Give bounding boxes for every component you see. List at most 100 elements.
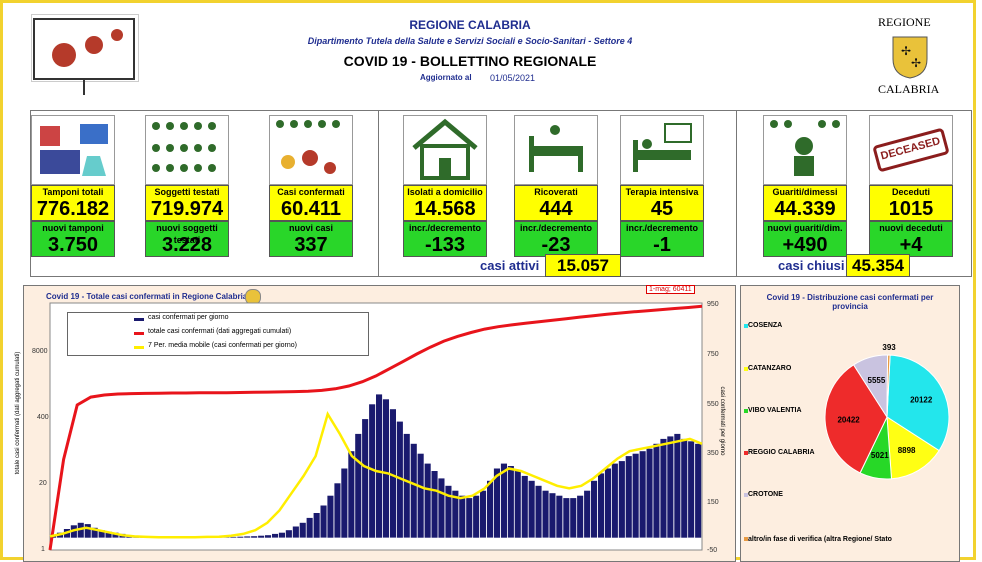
daily-bar xyxy=(493,468,500,538)
legend-swatch-daily xyxy=(134,318,144,321)
region-title: REGIONE CALABRIA xyxy=(409,18,531,32)
region-crest-icon: ✢ ✢ xyxy=(891,33,929,79)
header-illustration xyxy=(31,14,139,95)
daily-bar xyxy=(452,490,459,538)
pie-slice xyxy=(824,364,888,474)
daily-bar xyxy=(445,485,452,538)
guariti-value: 44.339 xyxy=(763,198,847,221)
daily-bar xyxy=(341,468,348,538)
daily-bar xyxy=(542,490,549,538)
daily-bar xyxy=(584,490,591,538)
prov-swatch-catanzaro xyxy=(744,367,748,371)
daily-bar xyxy=(362,419,369,538)
ricoverati-delta-label: incr./decremento xyxy=(514,221,598,234)
prov-label-reggio: REGGIO CALABRIA xyxy=(748,449,815,456)
casi-chiusi-label: casi chiusi xyxy=(778,258,845,273)
daily-bar xyxy=(265,535,272,538)
casi-chiusi-value: 45.354 xyxy=(846,254,910,277)
daily-bar xyxy=(389,409,396,538)
legend-swatch-cumulative xyxy=(134,332,144,335)
card-deceduti: DECEASED Deceduti 1015 nuovi deceduti +4 xyxy=(869,115,953,257)
updated-date: 01/05/2021 xyxy=(490,73,536,83)
daily-bar xyxy=(598,473,605,538)
prov-swatch-altro xyxy=(744,537,748,541)
infected-person-icon xyxy=(269,115,353,185)
daily-bar xyxy=(382,399,389,538)
daily-bar xyxy=(251,536,258,538)
daily-bar xyxy=(410,443,417,538)
card-terapia: Terapia intensiva 45 incr./decremento -1 xyxy=(620,115,704,257)
isolati-label: Isolati a domicilio xyxy=(403,185,487,198)
daily-bar xyxy=(695,443,702,538)
casi-attivi-label: casi attivi xyxy=(480,258,540,273)
prov-swatch-vibo xyxy=(744,409,748,413)
daily-bar xyxy=(84,524,91,538)
legend-swatch-avg xyxy=(134,346,144,349)
daily-bar xyxy=(556,495,563,538)
daily-bar xyxy=(528,480,535,538)
daily-bar xyxy=(244,536,251,538)
nuovi-guariti-value: +490 xyxy=(763,234,847,257)
terapia-delta-value: -1 xyxy=(620,234,704,257)
right-tick-4: 350 xyxy=(707,450,719,457)
daily-bar xyxy=(112,532,119,538)
cumulative-line xyxy=(48,304,703,551)
daily-bar xyxy=(632,453,639,538)
right-tick-2: 750 xyxy=(707,351,719,358)
pie-value-label: 393 xyxy=(882,343,896,352)
daily-bar xyxy=(285,530,292,538)
guariti-label: Guariti/dimessi xyxy=(763,185,847,198)
daily-bar xyxy=(549,493,556,538)
daily-bar xyxy=(681,438,688,538)
daily-bar xyxy=(618,461,625,538)
nuovi-tamponi-label: nuovi tamponi xyxy=(31,221,115,234)
daily-bar xyxy=(535,485,542,538)
daily-bar xyxy=(355,433,362,538)
daily-bar xyxy=(500,463,507,538)
pie-slice xyxy=(886,354,891,418)
pie-value-label: 5021 xyxy=(871,451,889,460)
svg-text:✢: ✢ xyxy=(911,56,921,70)
pie-title: Covid 19 - Distribuzione casi confermati… xyxy=(766,293,934,311)
hospital-bed-icon xyxy=(514,115,598,185)
prov-label-catanzaro: CATANZARO xyxy=(748,365,792,372)
casi-attivi-value: 15.057 xyxy=(545,254,621,277)
card-confermati: Casi confermati 60.411 nuovi casi 337 xyxy=(269,115,353,257)
prov-swatch-cosenza xyxy=(744,324,748,328)
daily-bar xyxy=(660,438,667,538)
daily-bar xyxy=(91,527,98,538)
daily-bar xyxy=(237,536,244,538)
confermati-value: 60.411 xyxy=(269,198,353,221)
prov-label-altro: altro/in fase di verifica (altra Regione… xyxy=(748,536,892,543)
card-soggetti: Soggetti testati 719.974 nuovi soggetti … xyxy=(145,115,229,257)
annotation-box: 1-mag; 60411 xyxy=(646,285,695,294)
daily-bar xyxy=(625,456,632,538)
nuovi-tamponi-value: 3.750 xyxy=(31,234,115,257)
left-tick-3: 20 xyxy=(39,480,47,487)
pie-value-label: 20422 xyxy=(837,415,860,424)
daily-bar xyxy=(320,505,327,538)
soggetti-value: 719.974 xyxy=(145,198,229,221)
daily-bar xyxy=(334,483,341,538)
right-tick-1: 950 xyxy=(707,301,719,308)
daily-bar xyxy=(327,495,334,538)
nuovi-soggetti-value: 3.228 xyxy=(145,234,229,257)
confermati-label: Casi confermati xyxy=(269,185,353,198)
daily-bar xyxy=(376,394,383,538)
daily-bar xyxy=(591,480,598,538)
daily-bar xyxy=(604,468,611,538)
daily-bar xyxy=(417,453,424,538)
card-tamponi: Tamponi totali 776.182 nuovi tamponi 3.7… xyxy=(31,115,115,257)
lab-equipment-icon xyxy=(31,115,115,185)
daily-bar xyxy=(473,495,480,538)
pie-slice xyxy=(886,416,940,480)
terapia-delta-label: incr./decremento xyxy=(620,221,704,234)
terapia-value: 45 xyxy=(620,198,704,221)
daily-bar xyxy=(570,498,577,538)
nuovi-guariti-label: nuovi guariti/dim. xyxy=(763,221,847,234)
prov-swatch-crotone xyxy=(744,493,748,497)
tamponi-value: 776.182 xyxy=(31,198,115,221)
daily-bar xyxy=(272,533,279,538)
nuovi-deceduti-value: +4 xyxy=(869,234,953,257)
